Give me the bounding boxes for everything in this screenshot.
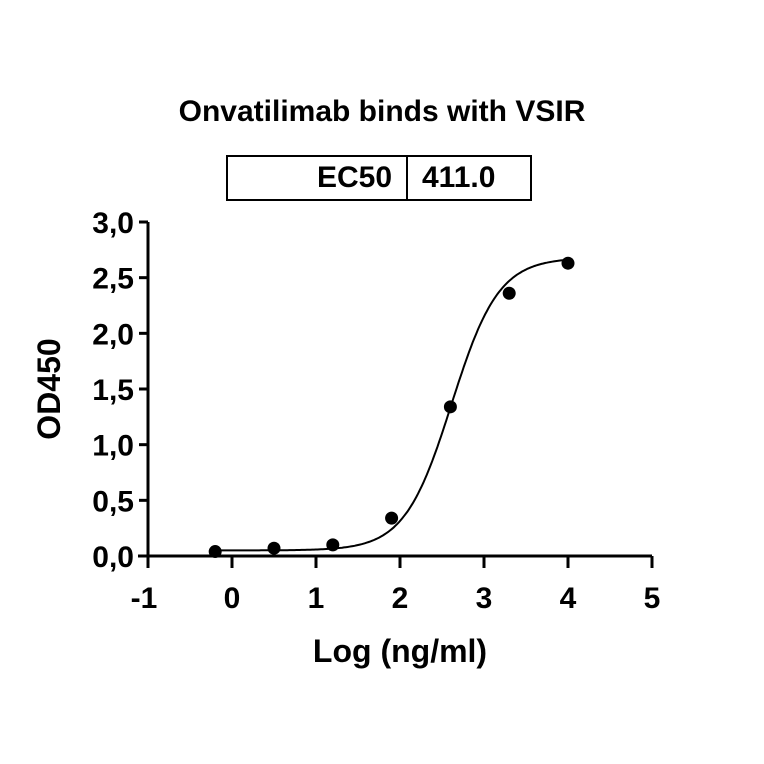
y-tick-label: 2,5 [92,263,134,296]
data-point [443,400,457,414]
y-tick-label: 1,5 [92,374,134,407]
data-point [385,511,399,525]
x-tick-label: 5 [644,582,661,615]
x-tick-label: 0 [224,582,241,615]
x-tick-label: 2 [392,582,409,615]
y-tick-label: 1,0 [92,430,134,463]
axes [138,220,654,568]
data-point [326,538,340,552]
y-axis-title: OD450 [31,338,67,439]
y-tick-label: 2,0 [92,318,134,351]
x-axis-title: Log (ng/ml) [313,633,487,669]
y-tick-label: 0,5 [92,485,134,518]
ec50-value: 411.0 [422,161,496,194]
data-point [208,545,222,559]
y-tick-label: 0,0 [92,541,134,574]
data-points [208,256,575,559]
x-tick-label: -1 [131,582,158,615]
y-tick-label: 3,0 [92,207,134,240]
ec50-label: EC50 [228,157,408,199]
ec50-table: EC50 411.0 [226,155,532,201]
data-point [267,541,281,555]
chart-title: Onvatilimab binds with VSIR [178,95,586,128]
data-point [502,286,516,300]
data-point [561,256,575,270]
x-tick-label: 1 [308,582,325,615]
axis-labels: 0,0 0,5 1,0 1,5 2,0 2,5 3,0 -1 0 1 2 3 4 5 Log (ng/ml)… [31,207,660,669]
x-tick-label: 3 [476,582,493,615]
fit-curve [215,258,569,552]
x-tick-label: 4 [560,582,577,615]
